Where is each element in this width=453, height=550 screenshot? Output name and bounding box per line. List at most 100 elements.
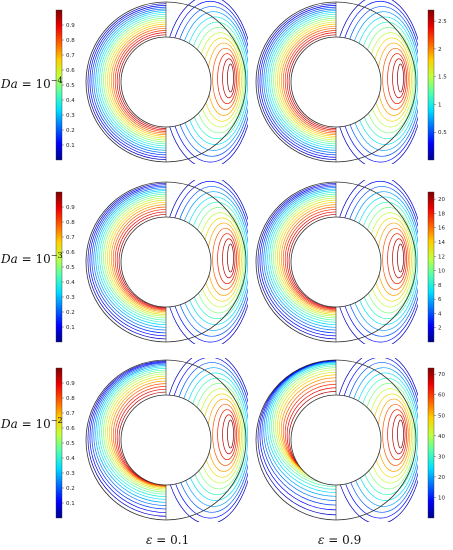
isotherm-line [269,364,336,490]
isotherm-line [273,17,336,143]
colorbar-tick-label: 0.8 [66,220,75,226]
isotherm-line [118,391,166,486]
colorbar-tick-label: 0.8 [66,38,75,44]
streamline [222,414,236,455]
isotherm-line [103,371,166,493]
isotherm-line [87,360,166,517]
streamline [382,403,409,466]
isotherm-line [286,387,336,483]
contour-panel-3 [85,180,248,344]
colorbar-right-row2: 20 18 16 14 12 10 8 6 4 2 [427,191,445,343]
colorbar-tick-label: 0.3 [66,113,75,119]
isotherm-line [105,373,166,491]
isotherm-line [97,12,166,149]
colorbar-tick-label: 16 [438,226,445,232]
streamline [382,227,409,290]
colorbar-tick-label: 1 [438,102,442,108]
colorbar-gradient [55,191,63,343]
contour-panel-2 [255,0,418,164]
colorbar-tick-label: 2 [438,326,442,332]
colorbar-tick-label: 0.9 [66,23,75,29]
colorbar-tick-label: 0.2 [66,128,75,134]
isotherm-line [282,206,336,311]
colorbar-tick-label: 0.2 [66,486,75,492]
isotherm-half [87,360,166,517]
colorbar-tick-label: 10 [438,269,445,275]
contour-panel-5 [85,358,248,522]
colorbar-tick-label: 0.5 [438,130,447,136]
isotherm-line [114,386,166,486]
streamline [227,243,234,273]
isotherm-line [261,6,336,156]
colorbar-right-row3: 70 60 50 40 30 20 10 [427,367,445,519]
isotherm-line [116,388,166,486]
colorbar-tick-label: 0.4 [66,456,75,462]
contour-panel-1 [85,0,248,164]
isotherm-line [112,383,166,487]
colorbar-left-row3: 0.9 0.8 0.7 0.6 0.5 0.4 0.3 0.2 0.1 [55,367,75,519]
isotherm-line [114,209,166,310]
colorbar-tick-label: 0.5 [66,265,75,271]
colorbar-tick-label: 10 [438,495,445,501]
colorbar-left-row2: 0.9 0.8 0.7 0.6 0.5 0.4 0.3 0.2 0.1 [55,191,75,343]
colorbar-tick-label: 0.2 [66,310,75,316]
colorbar-tick-label: 20 [438,475,445,481]
isotherm-line [97,366,166,500]
isotherm-line [282,380,336,482]
isotherm-line [265,188,336,328]
colorbar-tick-label: 40 [438,434,445,440]
isotherm-line [275,369,336,483]
isotherm-line [110,380,166,488]
colorbar-tick-label: 0.6 [66,426,75,432]
isotherm-line [91,6,166,156]
colorbar-tick-label: 0.5 [66,441,75,447]
isotherm-line [273,195,336,319]
streamline [387,53,408,105]
colorbar-tick-label: 2 [438,47,442,53]
isotherm-line [279,201,336,314]
streamline [397,419,404,449]
isotherm-line [116,211,166,310]
isotherm-line [286,32,336,131]
isotherm-line [89,361,166,513]
colorbar-tick-label: 0.1 [66,501,75,507]
isotherm-line [101,15,166,145]
streamline [382,47,409,110]
isotherm-line [93,187,166,331]
colorbar-tick-label: 50 [438,413,445,419]
colorbars: 0.90.80.70.60.50.40.30.20.12.521.510.50.… [55,9,447,519]
inner-cylinder [290,36,382,128]
isotherm-line [89,184,166,337]
column-labels: ε = 0.1 ε = 0.9 [146,533,361,547]
isotherm-line [275,197,336,317]
inner-cylinder [120,216,212,308]
contour-panels [85,0,418,522]
streamline [217,53,238,105]
colorbar-gradient [55,367,63,519]
isotherm-line [279,374,336,482]
colorbar-tick-label: 4 [438,311,442,317]
isotherm-line [116,32,166,131]
isotherm-line [101,193,166,321]
isotherm-line [103,195,166,319]
streamline [227,63,234,93]
colorbar-tick-label: 0.6 [66,68,75,74]
colorbar-tick-label: 0.4 [66,98,75,104]
isotherm-line [110,25,166,136]
streamline [217,233,238,285]
contour-panel-6 [255,358,418,522]
isotherm-line [118,214,166,309]
colorbar-tick-label: 18 [438,211,445,217]
inner-cylinder [120,36,212,128]
isotherm-line [114,30,166,132]
isotherm-line [99,368,166,497]
isotherm-line [257,359,336,516]
colorbar-tick-label: 0.7 [66,53,75,59]
isotherm-line [112,27,166,134]
isotherm-line [279,23,336,137]
row-labels: Da = 10−4 Da = 10−3 Da = 10−2 [0,76,63,431]
streamline [222,58,236,99]
isotherm-line [282,27,336,134]
isotherm-line [101,369,166,495]
colorbar-tick-label: 0.9 [66,205,75,211]
